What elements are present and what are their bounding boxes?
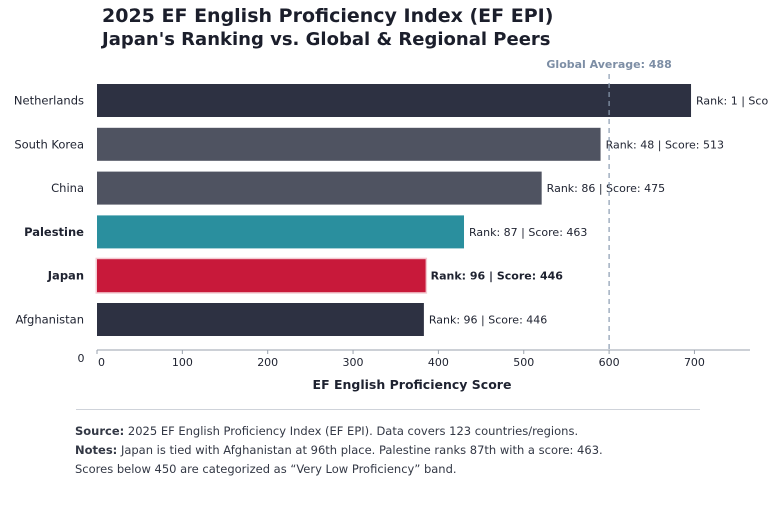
bar-value-label-south-korea: Rank: 48 | Score: 513 [606,138,724,151]
bar-netherlands [97,84,692,117]
notes-line-2: Scores below 450 are categorized as “Ver… [75,460,735,479]
category-label-afghanistan: Afghanistan [16,313,84,327]
x-tick-label-500: 500 [513,356,534,369]
bar-south-korea [97,127,601,161]
bar-value-label-china: Rank: 86 | Score: 475 [547,182,665,195]
source-text: 2025 EF English Proficiency Index (EF EP… [127,424,579,438]
x-axis-title: EF English Proficiency Score [313,377,512,392]
global-average-label: Global Average: 488 [546,58,671,71]
source-line: Source: 2025 EF English Proficiency Inde… [75,422,735,441]
x-tick-label-100: 100 [172,356,193,369]
notes-label: Notes: [75,443,118,457]
bar-japan [97,259,426,293]
chart-subtitle: Japan's Ranking vs. Global & Regional Pe… [102,29,551,50]
notes-text-2: Scores below 450 are categorized as “Ver… [75,462,457,476]
x-tick-label-400: 400 [428,356,449,369]
bar-china [97,171,542,205]
notes-text: Japan is tied with Afghanistan at 96th p… [120,443,603,457]
chart-footer: Source: 2025 EF English Proficiency Inde… [75,422,735,479]
category-label-netherlands: Netherlands [14,94,84,108]
source-label: Source: [75,424,125,438]
category-label-south-korea: South Korea [14,137,84,151]
x-tick-label-300: 300 [343,356,364,369]
x-tick-label-0: 0 [98,356,105,369]
footer-divider [76,409,700,410]
category-label-japan: Japan [47,269,84,283]
x-tick-label-700: 700 [684,356,705,369]
bar-value-label-japan: Rank: 96 | Score: 446 [431,270,564,283]
y-axis-zero-label: 0 [78,352,85,365]
bar-afghanistan [97,303,424,336]
bar-chart: Netherlands Rank: 1 | Score: South Korea Ra… [14,58,768,392]
category-label-palestine: Palestine [24,225,84,239]
bar-palestine [97,215,465,249]
bar-value-label-palestine: Rank: 87 | Score: 463 [469,226,587,239]
x-tick-label-200: 200 [257,356,278,369]
bar-value-label-afghanistan: Rank: 96 | Score: 446 [429,314,547,327]
notes-line: Notes: Japan is tied with Afghanistan at… [75,441,735,460]
category-label-china: China [51,181,84,195]
bar-value-label-netherlands: Rank: 1 | Score: [696,95,768,108]
x-tick-label-600: 600 [599,356,620,369]
chart-title: 2025 EF English Proficiency Index (EF EP… [102,5,554,27]
